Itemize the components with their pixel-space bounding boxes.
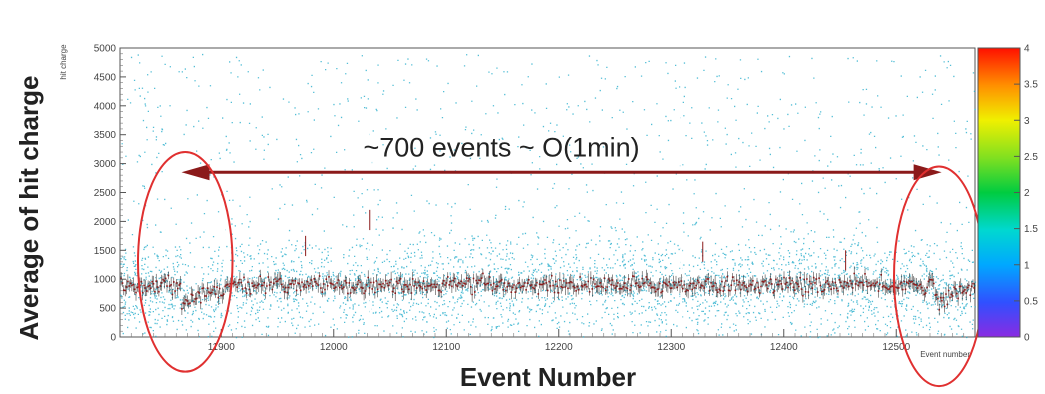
colorbar-tick-label: 2	[1024, 188, 1030, 199]
y-tick-label: 0	[110, 333, 116, 344]
outer-y-axis-label: Average of hit charge	[14, 76, 44, 341]
colorbar-tick-label: 4	[1024, 44, 1030, 55]
x-tick-label: 12500	[882, 342, 910, 353]
x-tick-label: 12000	[320, 342, 348, 353]
y-tick-label: 4500	[94, 72, 117, 83]
y-tick-label: 2500	[94, 188, 117, 199]
x-tick-label: 12100	[432, 342, 460, 353]
x-tick-label: 12300	[657, 342, 685, 353]
inner-y-axis-label: hit charge	[59, 44, 68, 80]
colorbar: 0 0.5 1 1.5 2 2.5 3 3.5 4	[977, 44, 1038, 344]
x-tick-label: 12200	[545, 342, 573, 353]
gap-stripe	[680, 49, 683, 336]
gap-stripe	[223, 49, 226, 336]
y-tick-label: 3500	[94, 130, 117, 141]
y-tick-label: 4000	[94, 101, 117, 112]
colorbar-tick-label: 1	[1024, 260, 1030, 271]
duration-annotation: ~700 events ~ O(1min)	[363, 132, 639, 162]
x-tick-label: 11900	[208, 342, 236, 353]
colorbar-tick-label: 0	[1024, 333, 1030, 344]
duration-arrow-left-head	[181, 164, 210, 181]
x-tick-label: 12400	[770, 342, 798, 353]
scatter-points	[120, 49, 977, 339]
profile-points	[120, 272, 976, 311]
colorbar-tick-label: 2.5	[1024, 152, 1038, 163]
y-tick-label: 5000	[94, 44, 117, 55]
y-tick-label: 1000	[94, 275, 117, 286]
profile-series	[120, 209, 976, 316]
colorbar-ticks: 0 0.5 1 1.5 2 2.5 3 3.5 4	[1014, 44, 1038, 344]
y-tick-label: 2000	[94, 217, 117, 228]
y-tick-label: 500	[99, 304, 116, 315]
outer-x-axis-label: Event Number	[460, 362, 636, 392]
colorbar-tick-label: 0.5	[1024, 296, 1038, 307]
colorbar-tick-label: 1.5	[1024, 224, 1038, 235]
y-tick-label: 1500	[94, 246, 117, 257]
colorbar-tick-label: 3	[1024, 116, 1030, 127]
y-axis: 0 500 1000 1500 2000 2500 3000 3500 4000 4500 5000	[94, 44, 126, 344]
annotation-layer: ~700 events ~ O(1min)	[137, 132, 985, 388]
gap-stripe	[369, 49, 372, 336]
inner-x-axis-label: Event number	[920, 350, 970, 359]
highlight-ellipse	[137, 151, 234, 373]
plot-area: 0 500 1000 1500 2000 2500 3000 3500 4000 4500 5000…	[94, 44, 985, 388]
x-axis: 11900 12000 12100 12200 12300 12400 12500	[130, 329, 965, 353]
colorbar-tick-label: 3.5	[1024, 80, 1038, 91]
y-tick-label: 3000	[94, 159, 117, 170]
colorbar-gradient	[977, 47, 1021, 338]
